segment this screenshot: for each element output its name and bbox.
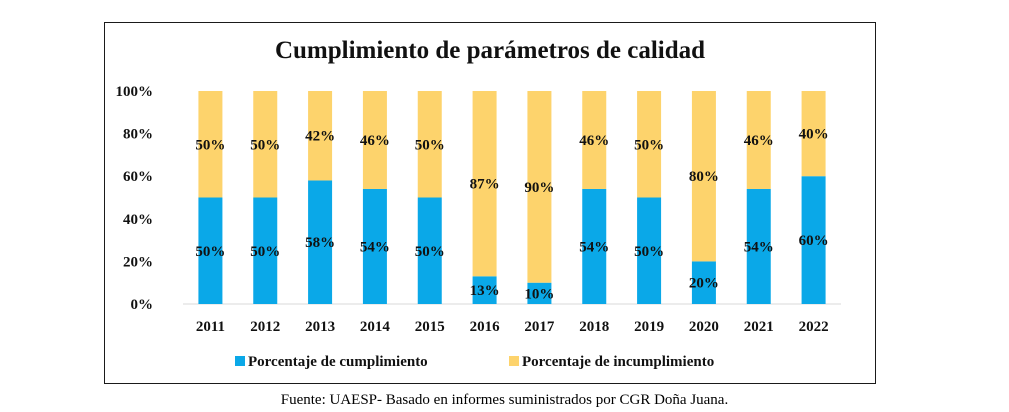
bar-labels-group: 50% 50% 50% 50% 58% 42% 54% 46% 50% 50% 13% 87% 10% 9… [195,127,828,303]
bar-porcentaje-de-incumplimiento-2015 [417,91,442,198]
y-tick-60: 60% [123,169,153,185]
x-tick-2019: 2019 [634,319,664,335]
bar-porcentaje-de-incumplimiento-2017 [527,91,552,283]
x-tick-2021: 2021 [744,319,774,335]
data-label-porcentaje-de-cumplimiento-2018: 54% [579,239,609,255]
data-label-porcentaje-de-cumplimiento-2016: 13% [470,283,500,299]
data-label-porcentaje-de-incumplimiento-2017: 90% [524,180,554,196]
bar-porcentaje-de-incumplimiento-2020 [691,91,716,262]
bar-porcentaje-de-incumplimiento-2018 [582,91,607,189]
x-tick-labels: 2011 2012 2013 2014 2015 2016 2017 2018 2019 2020… [196,319,829,335]
data-label-porcentaje-de-cumplimiento-2012: 50% [250,244,280,260]
x-tick-2016: 2016 [470,319,501,335]
x-tick-2012: 2012 [250,319,280,335]
bar-porcentaje-de-cumplimiento-2019 [637,197,662,304]
bar-porcentaje-de-cumplimiento-2014 [362,188,387,304]
data-label-porcentaje-de-cumplimiento-2011: 50% [195,244,225,260]
x-tick-2020: 2020 [689,319,719,335]
data-label-porcentaje-de-incumplimiento-2018: 46% [579,133,609,149]
data-label-porcentaje-de-incumplimiento-2021: 46% [744,133,774,149]
y-tick-0: 0% [131,297,154,313]
bar-porcentaje-de-cumplimiento-2020 [691,261,716,304]
bar-porcentaje-de-cumplimiento-2018 [582,188,607,304]
bar-porcentaje-de-incumplimiento-2019 [637,91,662,198]
data-label-porcentaje-de-cumplimiento-2014: 54% [360,239,390,255]
data-label-porcentaje-de-cumplimiento-2015: 50% [415,244,445,260]
bar-porcentaje-de-cumplimiento-2012 [253,197,278,304]
x-tick-2014: 2014 [360,319,391,335]
data-label-porcentaje-de-incumplimiento-2015: 50% [415,137,445,153]
bar-porcentaje-de-cumplimiento-2011 [198,197,223,304]
bar-porcentaje-de-incumplimiento-2013 [308,91,333,181]
chart-title: Cumplimiento de parámetros de calidad [275,37,705,64]
data-label-porcentaje-de-incumplimiento-2019: 50% [634,137,664,153]
chart-svg: Cumplimiento de parámetros de calidad 50… [116,37,841,370]
x-tick-2018: 2018 [579,319,609,335]
chart-frame: Cumplimiento de parámetros de calidad 50… [104,22,876,384]
figure-caption: Fuente: UAESP- Basado en informes sumini… [280,392,729,408]
bars-group [198,91,826,304]
data-label-porcentaje-de-incumplimiento-2011: 50% [195,137,225,153]
legend-swatch-porcentaje-de-incumplimiento [509,356,519,366]
legend-label-porcentaje-de-incumplimiento: Porcentaje de incumplimiento [522,354,714,370]
x-tick-2011: 2011 [196,319,225,335]
legend: Porcentaje de cumplimiento Porcentaje de … [235,354,714,370]
bar-porcentaje-de-incumplimiento-2014 [362,91,387,189]
y-tick-40: 40% [123,212,153,228]
data-label-porcentaje-de-incumplimiento-2020: 80% [689,169,719,185]
bar-porcentaje-de-cumplimiento-2021 [746,188,771,304]
y-tick-20: 20% [123,254,153,270]
y-tick-labels: 0% 20% 40% 60% 80% 100% [116,84,154,313]
x-tick-2015: 2015 [415,319,445,335]
data-label-porcentaje-de-cumplimiento-2013: 58% [305,235,335,251]
data-label-porcentaje-de-cumplimiento-2020: 20% [689,276,719,292]
y-tick-100: 100% [116,84,154,100]
x-tick-2013: 2013 [305,319,335,335]
data-label-porcentaje-de-cumplimiento-2022: 60% [799,233,829,249]
data-label-porcentaje-de-incumplimiento-2012: 50% [250,137,280,153]
data-label-porcentaje-de-incumplimiento-2016: 87% [470,177,500,193]
data-label-porcentaje-de-cumplimiento-2021: 54% [744,239,774,255]
legend-label-porcentaje-de-cumplimiento: Porcentaje de cumplimiento [248,354,428,370]
data-label-porcentaje-de-incumplimiento-2013: 42% [305,129,335,145]
x-tick-2022: 2022 [799,319,829,335]
bar-porcentaje-de-incumplimiento-2021 [746,91,771,189]
y-tick-80: 80% [123,127,153,143]
data-label-porcentaje-de-incumplimiento-2014: 46% [360,133,390,149]
bar-porcentaje-de-incumplimiento-2011 [198,91,223,198]
bar-porcentaje-de-cumplimiento-2017 [527,282,552,304]
bar-porcentaje-de-incumplimiento-2016 [472,91,497,277]
bar-porcentaje-de-cumplimiento-2015 [417,197,442,304]
data-label-porcentaje-de-incumplimiento-2022: 40% [799,127,829,143]
data-label-porcentaje-de-cumplimiento-2019: 50% [634,244,664,260]
bar-porcentaje-de-incumplimiento-2022 [801,91,826,177]
legend-swatch-porcentaje-de-cumplimiento [235,356,245,366]
bar-porcentaje-de-cumplimiento-2016 [472,276,497,304]
bar-porcentaje-de-cumplimiento-2013 [308,180,333,304]
x-tick-2017: 2017 [524,319,555,335]
bar-porcentaje-de-incumplimiento-2012 [253,91,278,198]
bar-porcentaje-de-cumplimiento-2022 [801,176,826,304]
data-label-porcentaje-de-cumplimiento-2017: 10% [524,286,554,302]
